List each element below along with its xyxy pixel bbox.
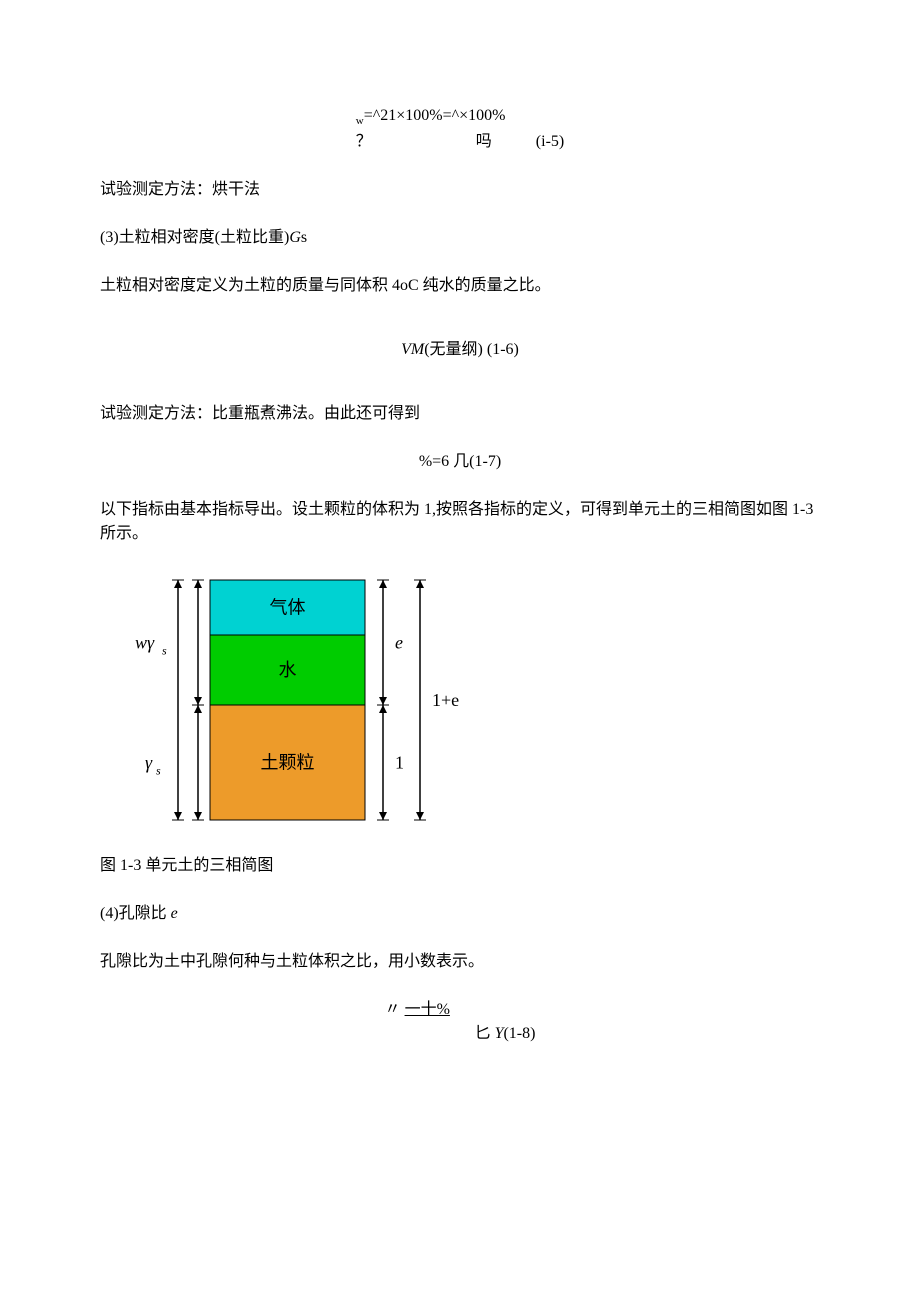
svg-text:s: s: [162, 643, 167, 657]
paragraph-method-2: 试验测定方法：比重瓶煮沸法。由此还可得到: [100, 402, 820, 426]
formula-1-prefix: w: [356, 115, 364, 127]
formula-1-lower-left: ？: [356, 133, 372, 150]
paragraph-void-ratio-def: 孔隙比为土中孔隙何种与土粒体积之比，用小数表示。: [100, 950, 820, 974]
svg-text:e: e: [395, 632, 403, 652]
formula-1-num: (i-5): [536, 133, 564, 150]
paragraph-gs-definition: 土粒相对密度定义为土粒的质量与同体积 4oC 纯水的质量之比。: [100, 274, 820, 298]
paragraph-method-1: 试验测定方法：烘干法: [100, 178, 820, 202]
svg-text:气体: 气体: [270, 597, 306, 617]
svg-text:1: 1: [395, 752, 404, 772]
formula-4: 〃 一十% 匕 Y(1-8): [100, 998, 820, 1046]
svg-text:水: 水: [279, 660, 297, 680]
paragraph-derived-intro: 以下指标由基本指标导出。设土颗粒的体积为 1,按照各指标的定义，可得到单元土的三…: [100, 498, 820, 546]
three-phase-diagram: 气体水土颗粒wγsγse11+e: [100, 570, 510, 830]
paragraph-gs-heading: (3)土粒相对密度(土粒比重)Gs: [100, 226, 820, 250]
svg-text:γ: γ: [145, 752, 153, 772]
formula-1-lower-right: 吗: [476, 133, 492, 150]
figure-caption: 图 1-3 单元土的三相简图: [100, 854, 820, 878]
paragraph-void-ratio-heading: (4)孔隙比 e: [100, 902, 820, 926]
formula-2: VM(无量纲) (1-6): [100, 338, 820, 362]
svg-text:s: s: [156, 763, 161, 777]
formula-1-upper: =^21×100%=^×100%: [364, 107, 506, 124]
svg-text:1+e: 1+e: [432, 690, 459, 710]
svg-text:土颗粒: 土颗粒: [261, 752, 315, 772]
svg-text:wγ: wγ: [135, 632, 155, 652]
formula-3: %=6 几(1-7): [100, 450, 820, 474]
formula-1: w=^21×100%=^×100% ？ 吗 (i-5): [100, 104, 820, 154]
